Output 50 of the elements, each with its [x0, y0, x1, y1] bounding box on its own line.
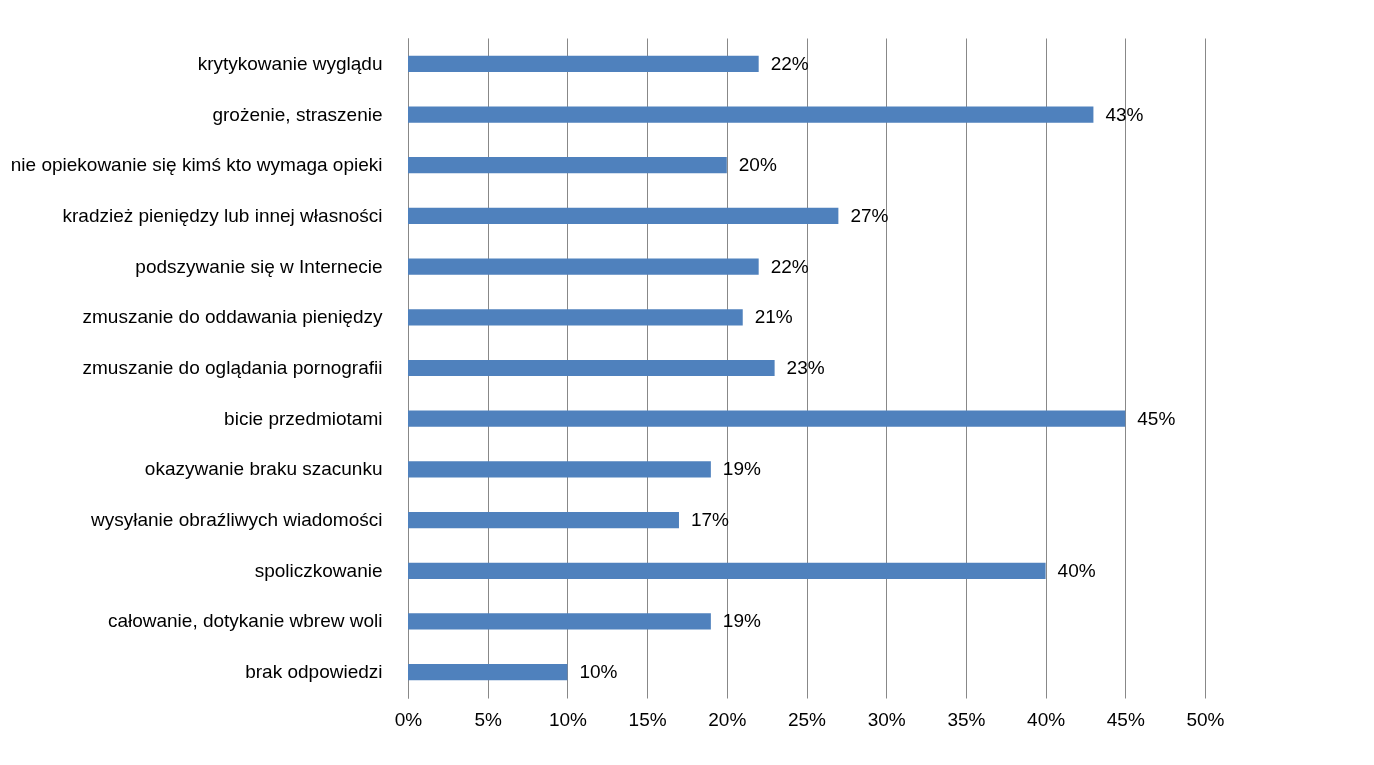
y-tick-label: zmuszanie do oglądania pornografii	[82, 357, 383, 378]
x-tick-label: 0%	[394, 708, 423, 730]
y-tick-label: spoliczkowanie	[254, 559, 383, 581]
data-label: 21%	[754, 306, 793, 328]
data-label: 19%	[722, 610, 761, 632]
data-label: 22%	[770, 255, 809, 277]
x-tick-label: 20%	[708, 708, 747, 730]
data-label: 27%	[850, 204, 889, 226]
x-tick-label: 40%	[1027, 708, 1066, 730]
data-label: 45%	[1137, 407, 1176, 429]
bar	[408, 359, 775, 377]
y-tick-label: wysyłanie obraźliwych wiadomości	[90, 509, 383, 531]
data-label: 23%	[786, 357, 825, 378]
data-label: 20%	[738, 154, 777, 176]
x-tick-label: 25%	[787, 708, 827, 730]
x-tick-label: 5%	[474, 708, 503, 730]
y-tick-label: całowanie, dotykanie wbrew woli	[107, 610, 383, 632]
data-label: 19%	[722, 458, 761, 480]
data-label: 10%	[579, 661, 618, 683]
bar	[408, 157, 727, 174]
bar	[408, 106, 1094, 123]
x-tick-label: 30%	[867, 708, 906, 730]
bar	[408, 461, 711, 478]
y-tick-label: podszywanie się w Internecie	[135, 255, 383, 277]
data-label: 40%	[1057, 559, 1096, 581]
x-tick-label: 50%	[1186, 708, 1225, 730]
y-tick-label: brak odpowiedzi	[245, 661, 383, 683]
x-tick-label: 45%	[1106, 708, 1145, 730]
data-label: 43%	[1105, 103, 1144, 125]
bar	[408, 410, 1126, 427]
data-label: 22%	[770, 52, 809, 74]
bar	[408, 511, 679, 529]
bar	[408, 55, 759, 72]
y-tick-label: bicie przedmiotami	[224, 407, 383, 429]
bar	[408, 207, 839, 225]
y-tick-label: grożenie, straszenie	[212, 103, 383, 125]
data-label: 17%	[690, 509, 730, 531]
y-tick-label: nie opiekowanie się kimś kto wymaga opieki	[10, 154, 383, 176]
x-tick-label: 15%	[628, 708, 667, 730]
y-tick-label: kradzież pieniędzy lub innej własności	[62, 204, 383, 226]
bar	[408, 562, 1046, 579]
x-tick-label: 10%	[548, 708, 588, 730]
bar	[408, 613, 711, 630]
y-tick-label: krytykowanie wyglądu	[197, 52, 383, 74]
y-tick-label: okazywanie braku szacunku	[144, 458, 383, 480]
x-tick-label: 35%	[947, 708, 986, 730]
y-tick-label: zmuszanie do oddawania pieniędzy	[82, 306, 383, 328]
bar	[408, 664, 568, 681]
bar	[408, 309, 743, 326]
bar	[408, 258, 759, 275]
